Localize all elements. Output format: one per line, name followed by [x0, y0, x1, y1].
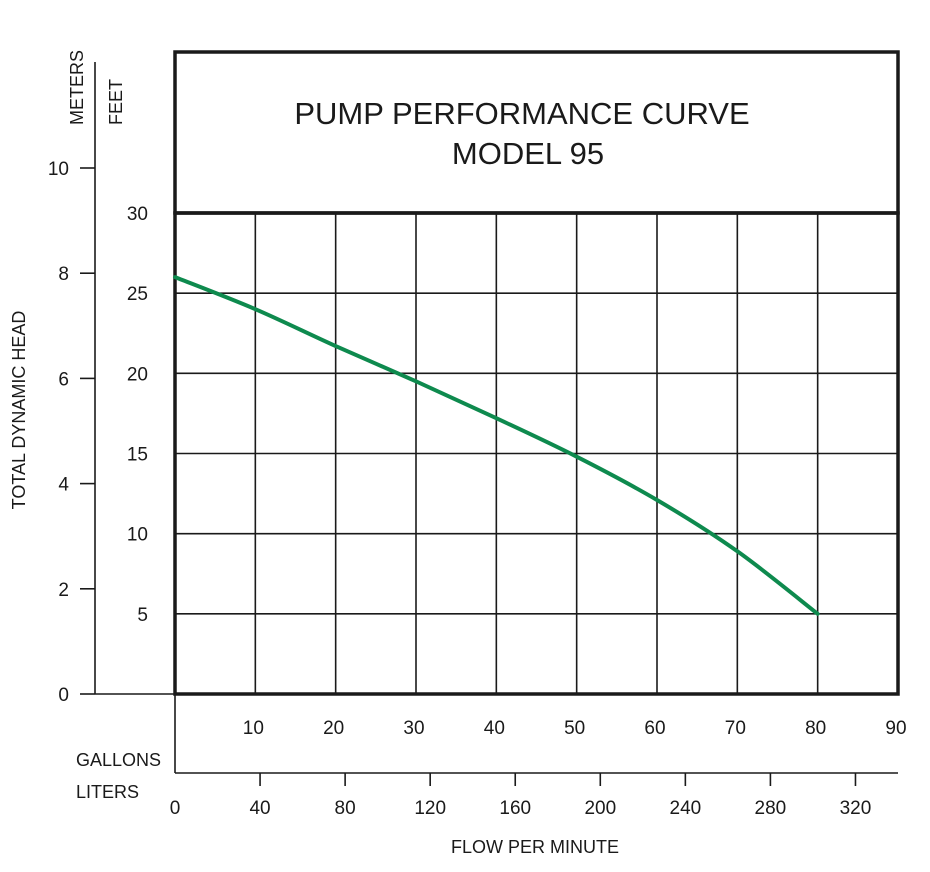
- y-tick-label-meters: 10: [48, 159, 69, 180]
- y-tick-label-meters: 6: [58, 369, 69, 390]
- y-tick-label-feet: 15: [127, 445, 148, 466]
- x-tick-label-gallons: 40: [484, 718, 505, 739]
- x-tick-label-liters: 280: [755, 798, 787, 819]
- y-tick-label-feet: 10: [127, 525, 148, 546]
- x-tick-label-gallons: 70: [725, 718, 746, 739]
- x-tick-label-liters: 200: [584, 798, 616, 819]
- x-tick-label-liters: 80: [335, 798, 356, 819]
- x-tick-label-gallons: 60: [644, 718, 665, 739]
- gallons-unit-label: GALLONS: [76, 750, 161, 770]
- x-axis-label: FLOW PER MINUTE: [451, 837, 619, 857]
- chart-title: PUMP PERFORMANCE CURVE: [294, 96, 749, 131]
- y-tick-label-meters: 4: [58, 475, 69, 496]
- x-tick-label-liters: 160: [499, 798, 531, 819]
- meters-tick-marks: [80, 167, 95, 695]
- pump-curve-line: [173, 275, 820, 616]
- title-box: [173, 50, 900, 215]
- meters-unit-label: METERS: [67, 50, 87, 125]
- liters-unit-label: LITERS: [76, 782, 139, 802]
- x-tick-label-gallons: 50: [564, 718, 585, 739]
- y-tick-label-feet: 30: [127, 204, 148, 225]
- y-tick-label-meters: 2: [58, 580, 69, 601]
- y-axis-label: TOTAL DYNAMIC HEAD: [9, 311, 29, 510]
- x-tick-label-liters: 240: [670, 798, 702, 819]
- y-tick-label-feet: 20: [127, 364, 148, 385]
- series-layer: [173, 275, 820, 616]
- x-tick-label-liters: 120: [414, 798, 446, 819]
- y-tick-label-feet: 25: [127, 284, 148, 305]
- y-tick-label-meters: 8: [58, 264, 69, 285]
- x-tick-label-liters: 40: [249, 798, 270, 819]
- x-tick-label-liters: 320: [840, 798, 872, 819]
- liters-tick-marks: [259, 773, 857, 786]
- x-tick-label-liters: 0: [170, 798, 181, 819]
- feet-unit-label: FEET: [106, 79, 126, 125]
- y-tick-label-meters: 0: [58, 685, 69, 706]
- horizontal-gridlines: [175, 292, 898, 615]
- y-tick-label-feet: 5: [137, 605, 148, 626]
- tick-labels: 10 20 30 40 50 60 70 80 90 5 10 15 20 25 30 0 2 4 6 8 10 0 40 8…: [48, 159, 907, 819]
- x-tick-label-gallons: 10: [243, 718, 264, 739]
- x-tick-label-gallons: 90: [885, 718, 906, 739]
- x-tick-label-gallons: 30: [403, 718, 424, 739]
- chart-subtitle: MODEL 95: [452, 136, 604, 171]
- x-tick-label-gallons: 80: [805, 718, 826, 739]
- x-tick-label-gallons: 20: [323, 718, 344, 739]
